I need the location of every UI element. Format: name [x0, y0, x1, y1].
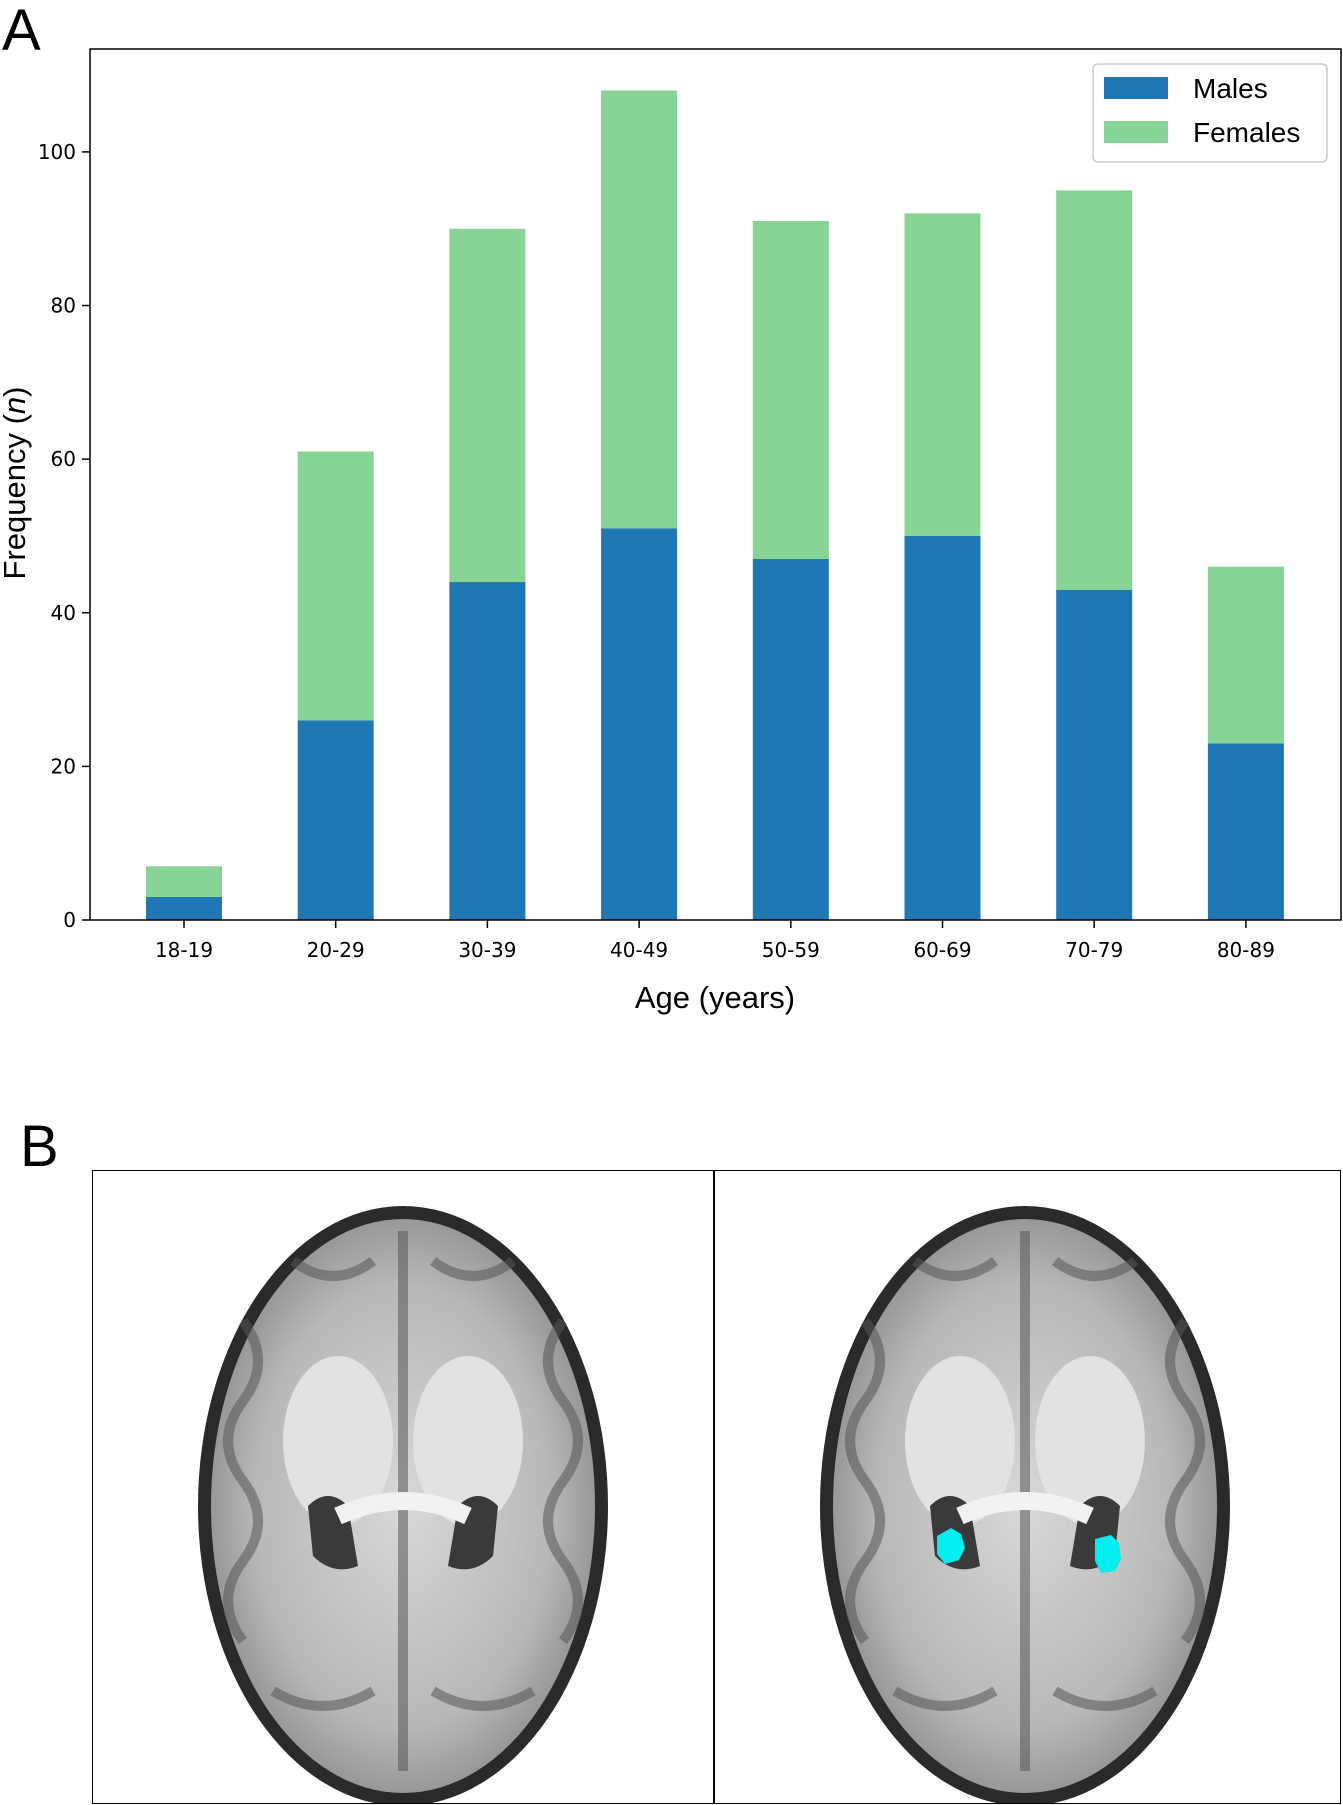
- bar-males-60-69: [904, 535, 981, 920]
- bar-males-70-79: [1056, 589, 1133, 920]
- x-tick-label: 40-49: [610, 938, 668, 962]
- y-tick-label: 60: [51, 447, 76, 471]
- corpus-callosum: [334, 1492, 472, 1525]
- mri-panel: [92, 1170, 1341, 1804]
- bar-females-50-59: [752, 221, 829, 560]
- legend-label-females: Females: [1193, 117, 1300, 148]
- mri-image-right: [820, 1206, 1230, 1803]
- plot-frame: [89, 48, 1342, 921]
- bar-females-20-29: [297, 451, 374, 721]
- bar-males-80-89: [1207, 743, 1284, 920]
- bar-males-18-19: [146, 896, 222, 920]
- x-axis: 18-19 20-29 30-39 40-49 50-59 60-69 70-79 80-89: [155, 920, 1275, 962]
- basal-ganglia-left: [905, 1356, 1015, 1526]
- y-axis: 0 20 40 60 80 100: [38, 140, 90, 932]
- bars-group: [146, 90, 1284, 920]
- bar-males-40-49: [601, 528, 678, 920]
- panel-b-label: B: [20, 1114, 59, 1179]
- x-tick-label: 18-19: [155, 938, 213, 962]
- x-tick-label: 80-89: [1217, 938, 1275, 962]
- mri-image-left: [198, 1206, 608, 1803]
- y-tick-label: 40: [51, 601, 76, 625]
- y-tick-label: 0: [63, 908, 76, 932]
- x-axis-label: Age (years): [635, 980, 795, 1015]
- bar-males-50-59: [752, 559, 829, 920]
- ventricles: [930, 1496, 1120, 1570]
- legend-swatch-males: [1104, 77, 1168, 99]
- bar-females-70-79: [1056, 190, 1133, 590]
- basal-ganglia-left: [283, 1356, 393, 1526]
- x-tick-label: 20-29: [307, 938, 365, 962]
- panel-divider: [713, 1171, 715, 1803]
- basal-ganglia-right: [1035, 1356, 1145, 1526]
- basal-ganglia-right: [413, 1356, 523, 1526]
- y-axis-label: Frequency (n): [0, 387, 32, 580]
- segmentation-overlay-right: [1095, 1535, 1121, 1573]
- bar-chart: 0 20 40 60 80 100 18-19 20-29 30-39 40-49 50-59 60…: [0, 48, 1342, 1015]
- x-tick-label: 30-39: [458, 938, 516, 962]
- legend: Males Females: [1092, 63, 1328, 163]
- bar-females-18-19: [146, 866, 222, 897]
- ventricles: [308, 1496, 498, 1570]
- y-tick-label: 20: [51, 754, 76, 778]
- legend-label-males: Males: [1193, 73, 1268, 104]
- bar-males-30-39: [449, 582, 526, 920]
- panel-a-label: A: [2, 0, 41, 63]
- x-tick-label: 60-69: [913, 938, 971, 962]
- x-tick-label: 70-79: [1065, 938, 1123, 962]
- y-tick-label: 100: [38, 140, 76, 164]
- bar-females-40-49: [601, 90, 678, 529]
- y-tick-label: 80: [51, 294, 76, 318]
- bar-males-20-29: [297, 720, 374, 920]
- legend-swatch-females: [1104, 121, 1168, 143]
- x-tick-label: 50-59: [762, 938, 820, 962]
- bar-females-60-69: [904, 213, 981, 536]
- bar-females-30-39: [449, 228, 526, 583]
- corpus-callosum: [956, 1492, 1094, 1525]
- bar-females-80-89: [1207, 566, 1284, 744]
- segmentation-overlay-left: [937, 1528, 965, 1564]
